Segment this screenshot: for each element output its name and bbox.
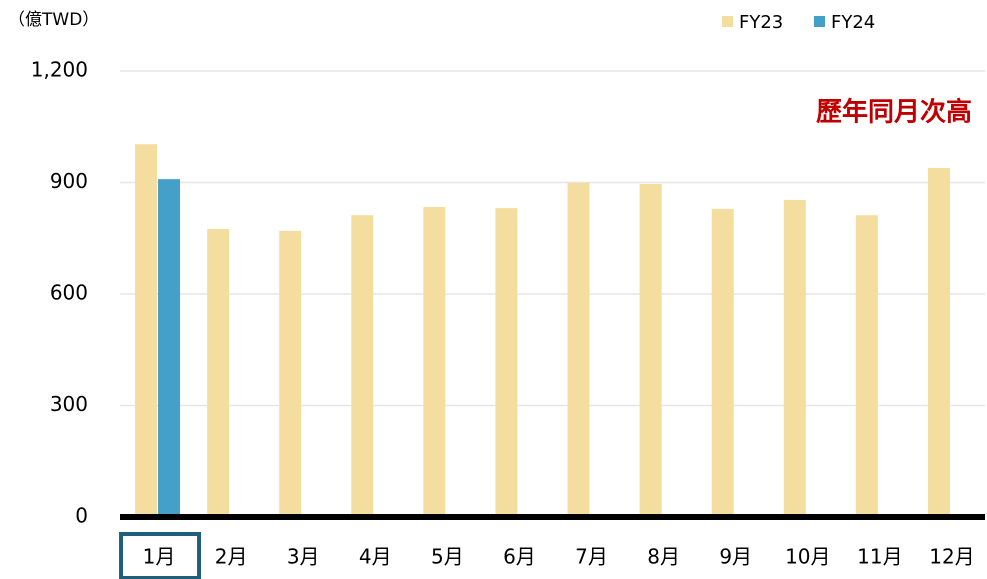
y-tick-label: 300 bbox=[50, 392, 88, 416]
y-tick-label: 600 bbox=[50, 281, 88, 305]
legend-swatch bbox=[722, 16, 733, 27]
bar bbox=[639, 183, 662, 517]
bar bbox=[855, 215, 878, 517]
bar bbox=[207, 228, 230, 518]
legend-label: FY23 bbox=[739, 12, 783, 33]
x-tick-label: 4月 bbox=[359, 545, 392, 569]
bar bbox=[158, 179, 181, 517]
bar bbox=[783, 199, 806, 518]
bar bbox=[135, 144, 158, 518]
x-tick-label: 1月 bbox=[143, 545, 176, 569]
x-tick-label: 10月 bbox=[785, 545, 830, 569]
x-tick-label: 8月 bbox=[647, 545, 680, 569]
legend-label: FY24 bbox=[831, 12, 875, 33]
x-tick-label: 11月 bbox=[857, 545, 902, 569]
unit-label: （億TWD） bbox=[8, 10, 99, 30]
bar bbox=[495, 208, 518, 517]
x-tick-label: 3月 bbox=[287, 545, 320, 569]
x-tick-label: 7月 bbox=[575, 545, 608, 569]
annotation: 歷年同月次高 bbox=[816, 97, 972, 128]
x-tick-label: 9月 bbox=[719, 545, 752, 569]
bar bbox=[351, 215, 374, 517]
bar bbox=[927, 168, 950, 517]
bar bbox=[567, 182, 590, 517]
x-tick-label: 6月 bbox=[503, 545, 536, 569]
highlight-box bbox=[119, 532, 202, 579]
bar bbox=[711, 208, 734, 517]
bar bbox=[423, 207, 446, 517]
bar bbox=[279, 230, 302, 518]
y-tick-label: 900 bbox=[50, 169, 88, 193]
x-tick-label: 2月 bbox=[215, 545, 248, 569]
y-tick-label: 1,200 bbox=[31, 58, 88, 82]
legend-swatch bbox=[814, 16, 825, 27]
x-tick-label: 12月 bbox=[929, 545, 974, 569]
x-tick-label: 5月 bbox=[431, 545, 464, 569]
y-tick-label: 0 bbox=[75, 504, 88, 528]
